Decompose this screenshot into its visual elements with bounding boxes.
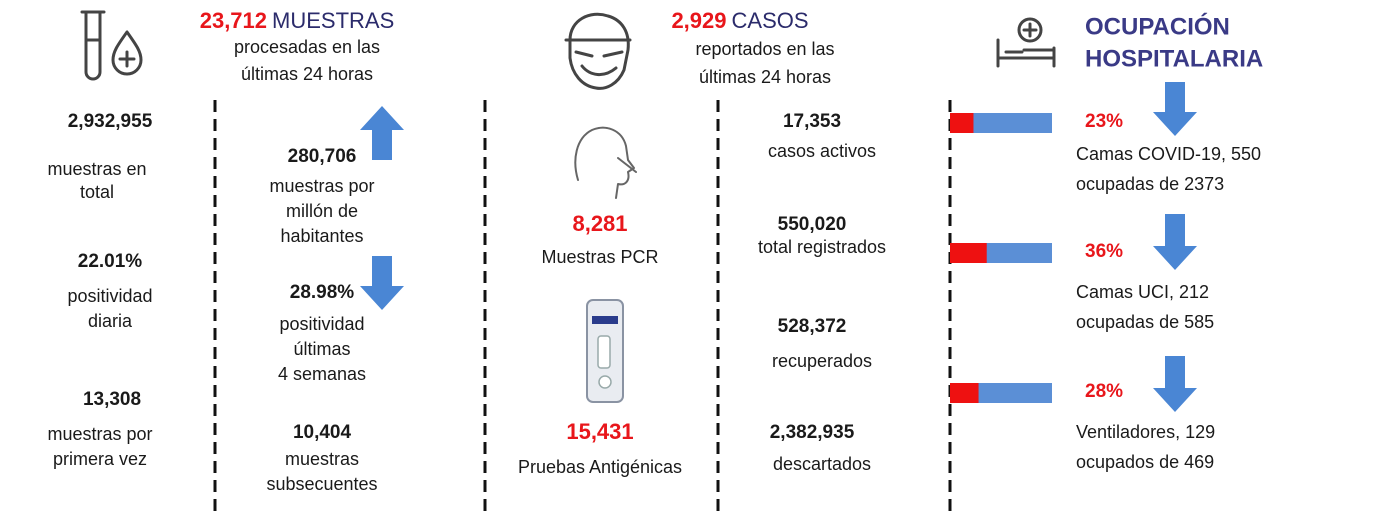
stat-label: positividad xyxy=(67,286,152,306)
case-label: descartados xyxy=(773,454,871,474)
cases-count: 2,929 xyxy=(671,8,726,33)
hospital-title: OCUPACIÓN xyxy=(1085,12,1230,40)
stat-label: positividad xyxy=(279,314,364,334)
test-type-value: 8,281 xyxy=(572,211,627,236)
test-type-value: 15,431 xyxy=(566,419,633,444)
antigen-test-icon xyxy=(586,299,624,403)
occupancy-detail: ocupadas de 585 xyxy=(1076,312,1214,332)
stat-value: 2,932,955 xyxy=(68,111,153,132)
masked-face-icon xyxy=(564,12,632,90)
stat-label: primera vez xyxy=(53,449,147,469)
tests-count: 23,712 xyxy=(200,8,267,33)
case-label: total registrados xyxy=(758,237,886,257)
occupancy-detail: ocupadas de 2373 xyxy=(1076,174,1224,194)
stat-label: habitantes xyxy=(280,226,363,246)
hospital-bed-icon xyxy=(996,17,1056,68)
stat-label: muestras por xyxy=(47,424,152,444)
up-arrow xyxy=(360,106,404,160)
occupancy-detail: Ventiladores, 129 xyxy=(1076,422,1215,442)
cases-subtitle: últimas 24 horas xyxy=(699,67,831,87)
stat-label: millón de xyxy=(286,201,358,221)
stat-value: 28.98% xyxy=(290,282,355,303)
occupancy-percent: 28% xyxy=(1085,381,1123,402)
occupancy-percent: 23% xyxy=(1085,111,1123,132)
nasal-swab-icon xyxy=(574,126,637,199)
hospital-title: HOSPITALARIA xyxy=(1085,45,1263,72)
tests-subtitle: procesadas en las xyxy=(234,37,380,57)
case-value: 550,020 xyxy=(778,214,847,235)
occupancy-track xyxy=(950,113,1052,133)
stat-value: 13,308 xyxy=(83,389,141,410)
occupancy-bar xyxy=(950,113,974,133)
test-type-label: Pruebas Antigénicas xyxy=(518,457,682,477)
stat-label: diaria xyxy=(88,311,133,331)
case-value: 2,382,935 xyxy=(770,422,855,443)
test-tube-icon xyxy=(80,10,143,81)
cases-subtitle: reportados en las xyxy=(695,39,834,59)
stat-label: subsecuentes xyxy=(266,474,377,494)
case-value: 17,353 xyxy=(783,111,841,132)
stat-value: 280,706 xyxy=(288,146,357,167)
down-arrow xyxy=(1153,82,1197,136)
stat-value: 10,404 xyxy=(293,422,352,443)
down-arrow xyxy=(1153,356,1197,412)
stat-label: muestras por xyxy=(269,176,374,196)
stat-label: muestras xyxy=(285,449,359,469)
stat-value: 22.01% xyxy=(78,251,143,272)
occupancy-detail: ocupados de 469 xyxy=(1076,452,1214,472)
tests-title: MUESTRAS xyxy=(272,8,394,33)
occupancy-bar xyxy=(950,383,979,403)
stat-label: muestras en xyxy=(47,159,146,179)
down-arrow xyxy=(360,256,404,310)
tests-headline: 23,712 MUESTRAS xyxy=(200,8,395,33)
case-value: 528,372 xyxy=(778,316,847,337)
occupancy-bar xyxy=(950,243,987,263)
occupancy-percent: 36% xyxy=(1085,241,1123,262)
cases-title: CASOS xyxy=(732,8,809,33)
stat-label: 4 semanas xyxy=(278,364,366,384)
test-type-label: Muestras PCR xyxy=(541,247,658,267)
case-label: recuperados xyxy=(772,351,872,371)
tests-subtitle: últimas 24 horas xyxy=(241,64,373,84)
stat-label: total xyxy=(80,182,114,202)
stat-label: últimas xyxy=(293,339,350,359)
cases-headline: 2,929 CASOS xyxy=(671,8,808,33)
down-arrow xyxy=(1153,214,1197,270)
occupancy-detail: Camas COVID-19, 550 xyxy=(1076,144,1261,164)
case-label: casos activos xyxy=(768,141,876,161)
occupancy-detail: Camas UCI, 212 xyxy=(1076,282,1209,302)
